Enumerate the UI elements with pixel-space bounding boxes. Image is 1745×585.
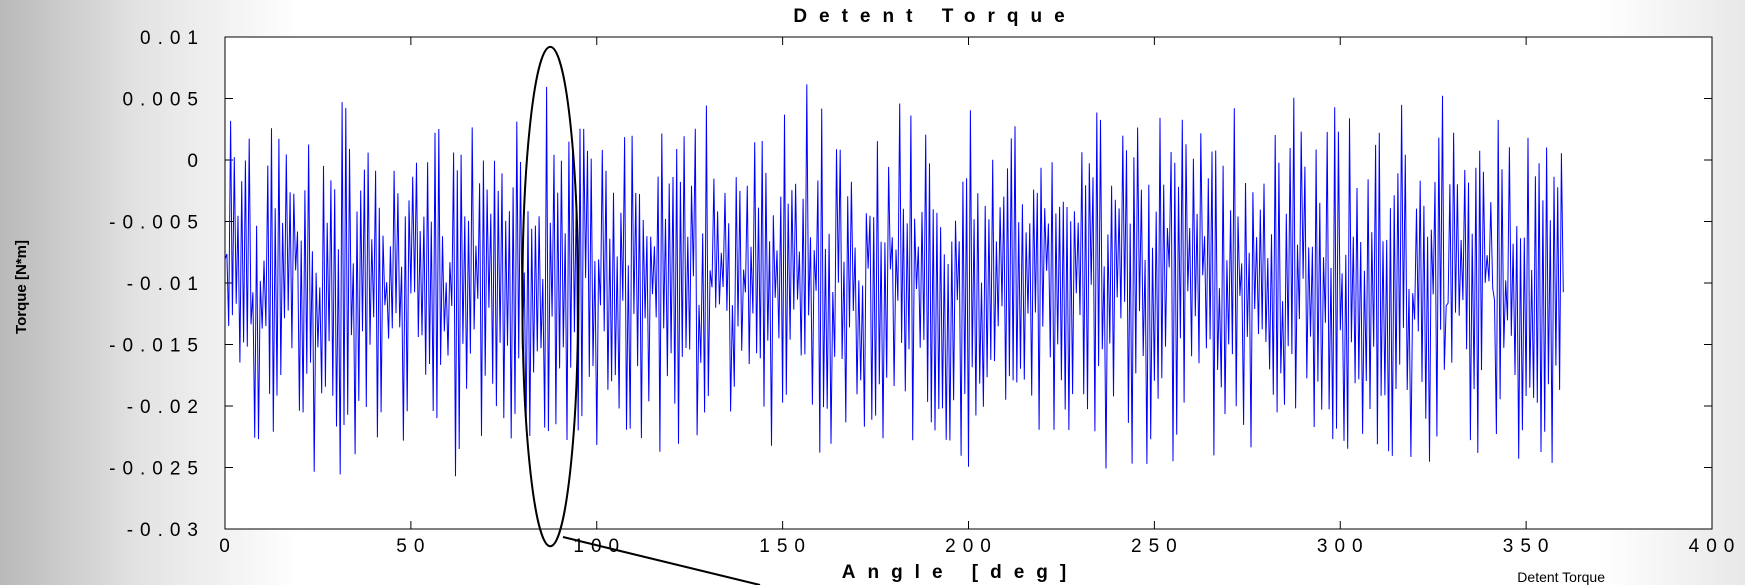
x-tick-label: 350 [1503, 536, 1556, 557]
x-tick-label: 100 [573, 536, 626, 557]
x-tick-label: 200 [945, 536, 998, 557]
y-axis-label: Torque [N*m] [13, 240, 30, 334]
y-axis-ticks: 0.01 0.005 0 -0.005 -0.01 -0.015 -0.02 -0.025 -0… [109, 28, 1712, 541]
x-tick-label: 0 [219, 536, 237, 557]
y-tick-label: -0.015 [109, 336, 205, 357]
x-axis-ticks: 0 50 100 150 200 250 300 350 400 [219, 37, 1742, 557]
y-tick-label: -0.005 [109, 213, 205, 234]
y-tick-label: 0 [187, 151, 205, 172]
y-tick-label: -0.02 [127, 397, 205, 418]
annotation-pointer [562, 536, 761, 585]
x-tick-label: 50 [396, 536, 431, 557]
series-line [224, 84, 1564, 477]
y-tick-label: 0.01 [140, 28, 205, 49]
y-tick-label: -0.025 [109, 459, 205, 480]
x-tick-label: 150 [759, 536, 812, 557]
x-tick-label: 400 [1689, 536, 1742, 557]
y-tick-label: -0.03 [127, 520, 205, 541]
caption: Detent Torque [1517, 569, 1605, 585]
y-tick-label: -0.01 [127, 274, 205, 295]
x-tick-label: 250 [1131, 536, 1184, 557]
x-tick-label: 300 [1317, 536, 1370, 557]
annotation-group [521, 45, 761, 585]
annotation-ellipse [521, 45, 580, 548]
x-axis-label: Angle [deg] [842, 562, 1079, 583]
chart-title: Detent Torque [793, 6, 1076, 27]
y-tick-label: 0.005 [122, 90, 205, 111]
series-group [224, 84, 1564, 477]
